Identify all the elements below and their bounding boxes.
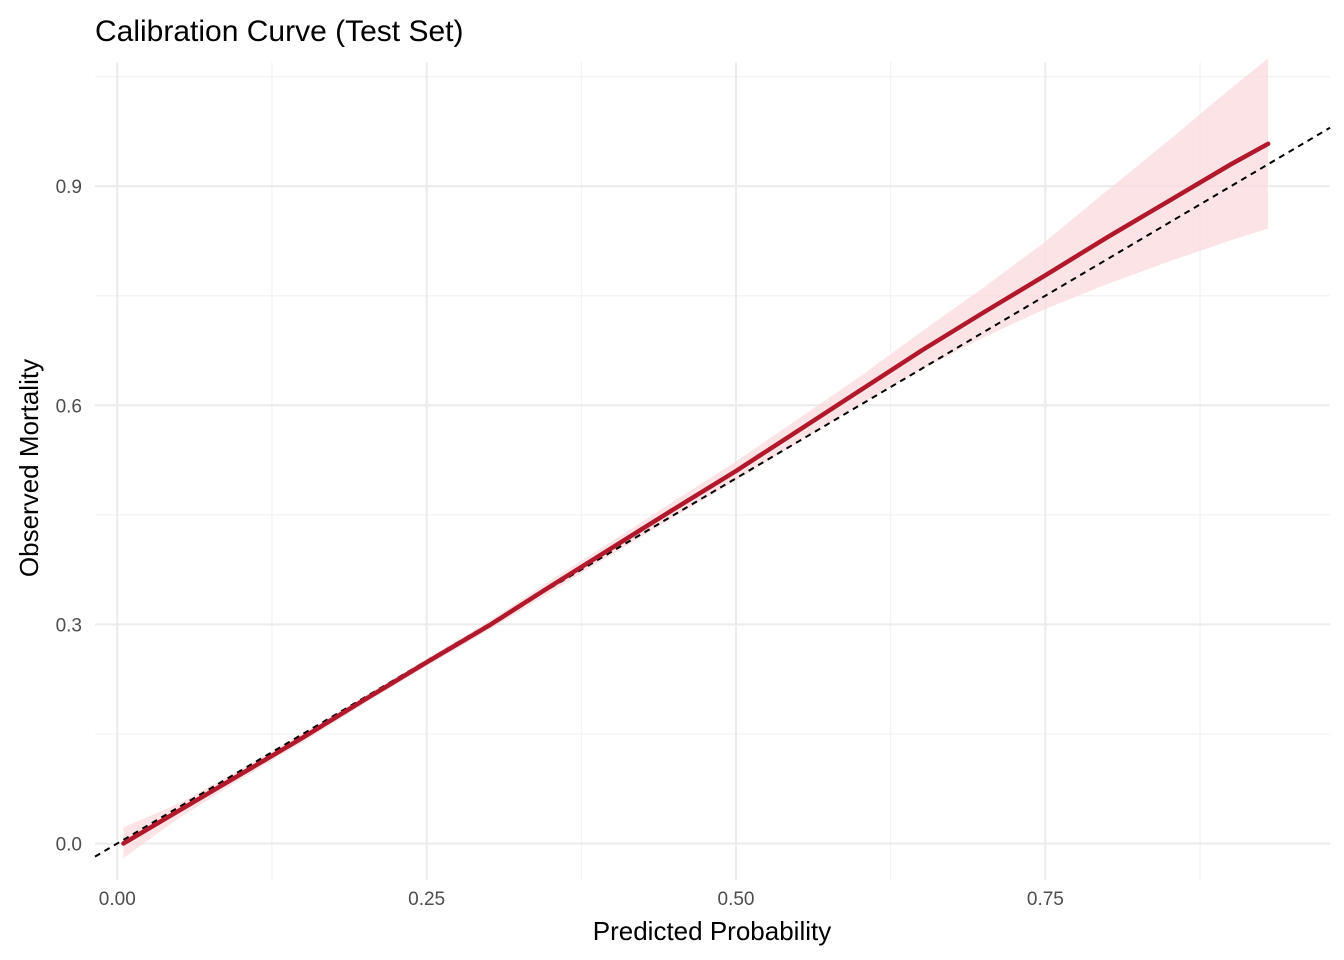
reference-diagonal-line	[94, 126, 1331, 858]
y-tick-labels: 0.0 0.3 0.6 0.9	[56, 177, 82, 855]
calibration-curve-line	[121, 141, 1271, 846]
x-tick-label: 0.25	[408, 889, 445, 910]
y-tick-label: 0.6	[56, 396, 82, 417]
reference-line-layer	[94, 126, 1331, 858]
x-tick-labels: 0.00 0.25 0.50 0.75	[99, 889, 1064, 910]
y-axis-label: Observed Mortality	[14, 359, 44, 577]
x-axis-label: Predicted Probability	[593, 916, 831, 946]
calibration-curve-layer	[121, 141, 1271, 846]
x-tick-label: 0.00	[99, 889, 136, 910]
y-tick-label: 0.3	[56, 615, 82, 636]
x-tick-label: 0.75	[1027, 889, 1064, 910]
y-tick-label: 0.9	[56, 177, 82, 198]
y-tick-label: 0.0	[56, 834, 82, 855]
x-tick-label: 0.50	[718, 889, 755, 910]
major-gridlines	[95, 62, 1330, 880]
chart-title: Calibration Curve (Test Set)	[95, 15, 463, 48]
